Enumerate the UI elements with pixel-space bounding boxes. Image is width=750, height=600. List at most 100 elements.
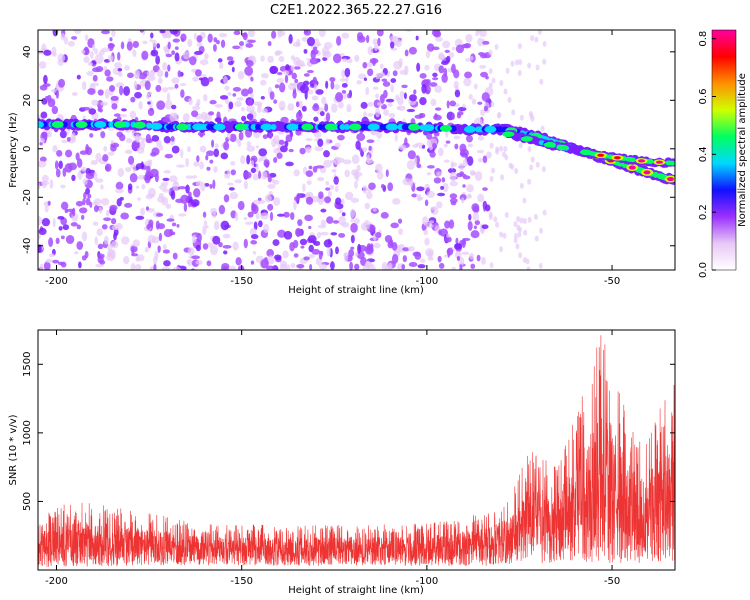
noise-cell: [461, 197, 465, 204]
noise-cell: [272, 239, 280, 247]
noise-cell: [483, 105, 489, 112]
noise-cell: [330, 80, 335, 90]
noise-cell: [205, 150, 215, 157]
noise-cell: [416, 196, 422, 202]
noise-cell: [407, 246, 415, 252]
noise-cell: [89, 133, 94, 138]
noise-cell: [373, 242, 381, 249]
noise-cell: [147, 101, 151, 105]
noise-cell: [447, 248, 451, 258]
noise-cell: [212, 235, 221, 245]
signal-band-mid: [497, 126, 504, 133]
noise-cell: [416, 186, 425, 192]
noise-cell: [52, 259, 60, 264]
noise-cell: [538, 262, 543, 269]
noise-cell: [427, 250, 433, 260]
x-tick-label: -200: [45, 576, 68, 587]
noise-cell: [51, 105, 59, 115]
noise-cell: [334, 185, 339, 193]
noise-cell: [201, 111, 207, 121]
noise-cell: [207, 76, 214, 82]
noise-cell: [221, 262, 230, 270]
signal-band-mid: [270, 123, 277, 130]
noise-cell: [238, 41, 245, 47]
noise-cell: [265, 265, 275, 270]
noise-cell: [143, 161, 153, 167]
noise-cell: [163, 260, 171, 267]
noise-cell: [196, 232, 202, 243]
noise-cell: [347, 93, 351, 99]
noise-cell: [204, 182, 210, 187]
signal-band-mid: [250, 123, 257, 130]
noise-cell: [290, 55, 295, 61]
noise-cell: [207, 33, 213, 43]
noise-cell: [97, 89, 104, 96]
noise-cell: [438, 65, 445, 74]
noise-cell: [115, 181, 124, 190]
noise-cell: [461, 251, 470, 256]
noise-cell: [157, 77, 163, 84]
noise-cell: [149, 38, 154, 43]
noise-cell: [338, 233, 346, 238]
noise-cell: [297, 219, 303, 227]
noise-cell: [335, 246, 339, 255]
noise-cell: [289, 212, 295, 221]
noise-cell: [517, 231, 522, 238]
noise-cell: [272, 179, 280, 185]
noise-cell: [329, 77, 336, 82]
signal-band-core: [422, 124, 435, 132]
noise-cell: [245, 43, 254, 48]
snr-x-label: Height of straight line (km): [288, 585, 424, 596]
noise-cell: [366, 34, 370, 44]
noise-cell: [208, 111, 215, 116]
noise-cell: [282, 250, 289, 259]
noise-cell: [462, 158, 468, 167]
noise-cell: [318, 263, 328, 270]
noise-cell: [58, 160, 63, 170]
noise-cell: [309, 57, 319, 65]
noise-cell: [277, 229, 286, 238]
noise-cell: [430, 206, 437, 210]
signal-band-mid: [317, 123, 324, 130]
snr-y-label: SNR (10 * v/v): [8, 414, 19, 485]
noise-cell: [199, 133, 204, 138]
noise-cell: [173, 181, 179, 185]
noise-cell: [387, 182, 394, 192]
noise-cell: [477, 193, 485, 203]
noise-cell: [434, 85, 442, 93]
noise-cell: [39, 138, 45, 143]
noise-cell: [220, 152, 229, 160]
noise-cell: [153, 256, 158, 265]
noise-cell: [499, 231, 504, 238]
noise-cell: [137, 174, 147, 180]
noise-cell: [503, 88, 508, 95]
noise-cell: [387, 262, 393, 270]
noise-cell: [120, 41, 125, 50]
noise-cell: [323, 239, 333, 248]
noise-cell: [214, 143, 219, 149]
noise-cell: [367, 113, 374, 117]
noise-cell: [179, 82, 187, 87]
noise-cell: [199, 59, 209, 66]
noise-cell: [312, 76, 318, 85]
noise-cell: [230, 161, 236, 166]
noise-cell: [156, 196, 165, 203]
noise-cell: [424, 64, 430, 71]
noise-cell: [350, 246, 355, 250]
noise-cell: [305, 170, 314, 177]
noise-cell: [80, 49, 86, 54]
noise-cell: [280, 107, 285, 111]
noise-cell: [499, 246, 504, 253]
noise-cell: [209, 100, 217, 105]
noise-cell: [267, 40, 272, 47]
noise-cell: [169, 175, 178, 183]
noise-cell: [458, 162, 465, 171]
noise-cell: [159, 30, 166, 34]
noise-cell: [514, 167, 519, 174]
noise-cell: [508, 162, 513, 169]
noise-cell: [354, 54, 360, 63]
noise-cell: [341, 90, 347, 94]
noise-cell: [496, 112, 501, 119]
noise-cell: [306, 180, 312, 185]
noise-cell: [516, 215, 521, 222]
